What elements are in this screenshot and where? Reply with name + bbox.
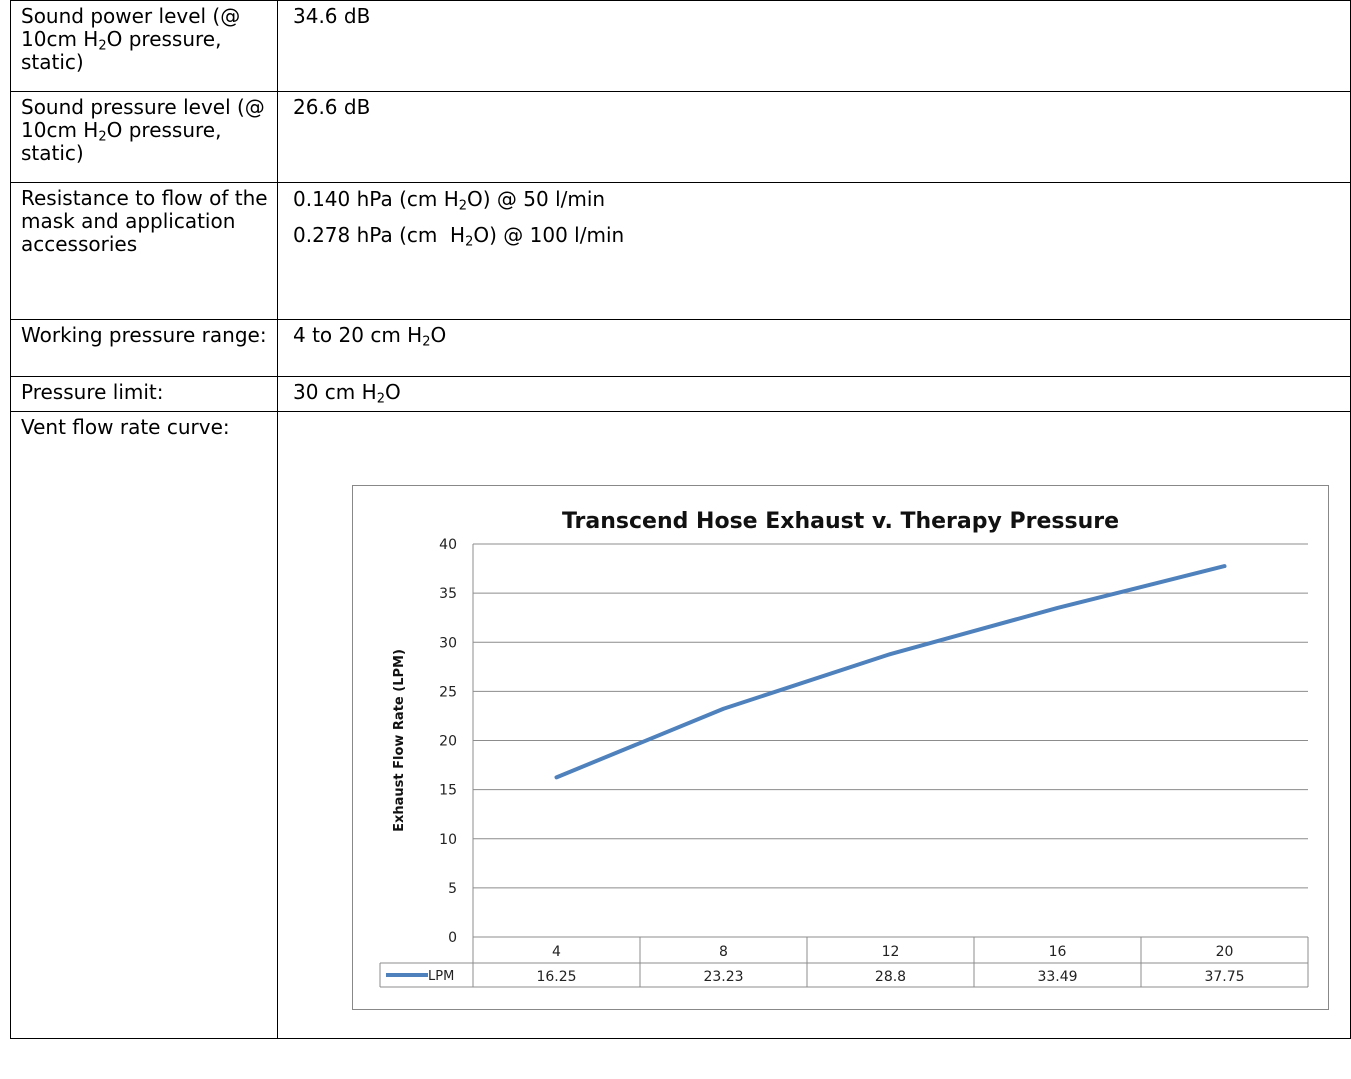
- vent-flow-label: Vent flow rate curve:: [10, 411, 278, 1039]
- y-tick-label: 15: [439, 783, 457, 799]
- x-tick-label: 16: [1049, 944, 1067, 960]
- x-tick-label: 12: [882, 944, 900, 960]
- y-axis-label: Exhaust Flow Rate (LPM): [392, 649, 407, 832]
- y-tick-label: 30: [439, 635, 457, 651]
- pressure-limit-label: Pressure limit:: [10, 376, 278, 412]
- legend-label: LPM: [428, 969, 454, 984]
- chart-title: Transcend Hose Exhaust v. Therapy Pressu…: [561, 509, 1120, 534]
- sound-power-label: Sound power level (@ 10cm H2O pressure, …: [10, 0, 278, 92]
- table-row: Sound power level (@ 10cm H2O pressure, …: [10, 0, 1351, 92]
- working-pressure-value: 4 to 20 cm H2O: [277, 319, 1351, 377]
- data-table-value: 37.75: [1204, 969, 1244, 985]
- sound-power-value: 34.6 dB: [277, 0, 1351, 92]
- vent-flow-chart: Transcend Hose Exhaust v. Therapy Pressu…: [352, 485, 1329, 1010]
- y-tick-label: 35: [439, 586, 457, 602]
- x-tick-label: 20: [1216, 944, 1234, 960]
- table-row: Pressure limit: 30 cm H2O: [10, 376, 1351, 412]
- data-table-value: 33.49: [1037, 969, 1077, 985]
- resistance-value: 0.140 hPa (cm H2O) @ 50 l/min 0.278 hPa …: [277, 182, 1351, 320]
- y-tick-label: 20: [439, 734, 457, 750]
- table-row: Resistance to flow of the mask and appli…: [10, 182, 1351, 320]
- pressure-limit-value: 30 cm H2O: [277, 376, 1351, 412]
- working-pressure-label: Working pressure range:: [10, 319, 278, 377]
- resistance-50: 0.140 hPa (cm H2O) @ 50 l/min: [293, 187, 606, 214]
- sound-pressure-value: 26.6 dB: [277, 91, 1351, 183]
- data-table-value: 28.8: [875, 969, 906, 985]
- data-table-value: 23.23: [703, 969, 743, 985]
- series-line: [554, 564, 1227, 780]
- sound-pressure-label: Sound pressure level (@ 10cm H2O pressur…: [10, 91, 278, 183]
- y-tick-label: 5: [448, 881, 457, 897]
- x-tick-label: 8: [719, 944, 728, 960]
- resistance-label: Resistance to flow of the mask and appli…: [10, 182, 278, 320]
- x-tick-label: 4: [552, 944, 561, 960]
- table-row: Sound pressure level (@ 10cm H2O pressur…: [10, 91, 1351, 183]
- table-row: Working pressure range: 4 to 20 cm H2O: [10, 319, 1351, 377]
- y-tick-label: 10: [439, 832, 457, 848]
- y-tick-label: 0: [448, 930, 457, 946]
- data-table-value: 16.25: [536, 969, 576, 985]
- y-tick-label: 40: [439, 537, 457, 553]
- y-tick-label: 25: [439, 684, 457, 700]
- resistance-100: 0.278 hPa (cm H2O) @ 100 l/min: [293, 223, 625, 250]
- chart-svg: 0 5 10 15 20 25 30 35 40 4 8 12 16 20 LPM 16.25 23.23 28.…: [379, 537, 1309, 988]
